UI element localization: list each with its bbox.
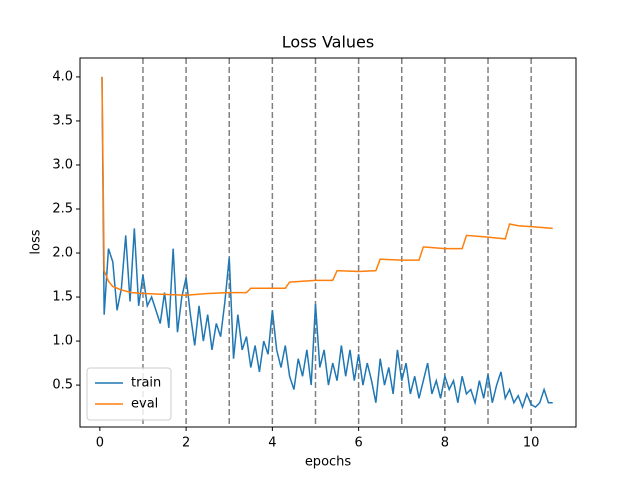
y-tick-label: 0.5	[52, 378, 73, 393]
y-tick-label: 1.5	[52, 290, 73, 305]
plot-frame	[79, 57, 577, 428]
legend-label: eval	[131, 397, 158, 412]
x-tick-label: 4	[268, 436, 276, 451]
y-tick-label: 3.0	[52, 157, 73, 172]
x-tick-label: 0	[96, 436, 104, 451]
x-axis-label: epochs	[305, 455, 352, 470]
y-tick-label: 3.5	[52, 113, 73, 128]
x-tick-label: 6	[354, 436, 362, 451]
line-eval	[101, 76, 553, 297]
x-tick-label: 8	[441, 436, 449, 451]
x-tick-label: 2	[182, 436, 190, 451]
y-tick-label: 4.0	[52, 69, 73, 84]
x-tick-label: 10	[523, 436, 540, 451]
legend-label: train	[131, 376, 161, 391]
y-axis-label: loss	[29, 229, 44, 254]
y-tick-label: 2.5	[52, 201, 73, 216]
legend-box	[86, 367, 172, 421]
y-tick-label: 2.0	[52, 246, 73, 261]
line-train	[101, 76, 553, 410]
y-tick-label: 1.0	[52, 334, 73, 349]
chart-title: Loss Values	[282, 33, 374, 52]
